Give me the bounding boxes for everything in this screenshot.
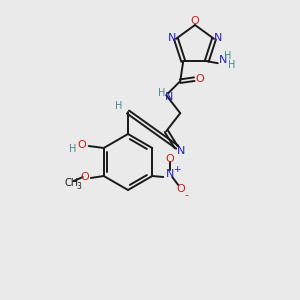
Text: N: N xyxy=(165,92,173,102)
Text: O: O xyxy=(177,184,186,194)
Text: -: - xyxy=(184,190,188,200)
Text: H: H xyxy=(228,60,236,70)
Text: O: O xyxy=(166,154,175,164)
Text: 3: 3 xyxy=(76,182,81,191)
Text: O: O xyxy=(80,172,89,182)
Text: +: + xyxy=(173,164,181,173)
Text: CH: CH xyxy=(65,178,79,188)
Text: O: O xyxy=(190,16,200,26)
Text: H: H xyxy=(158,88,165,98)
Text: O: O xyxy=(196,74,205,84)
Text: N: N xyxy=(166,169,174,179)
Text: N: N xyxy=(219,55,227,65)
Text: N: N xyxy=(214,33,222,43)
Text: H: H xyxy=(69,144,76,154)
Text: N: N xyxy=(177,146,185,156)
Text: H: H xyxy=(115,101,123,111)
Text: H: H xyxy=(224,51,231,61)
Text: O: O xyxy=(77,140,86,150)
Text: N: N xyxy=(168,33,176,43)
